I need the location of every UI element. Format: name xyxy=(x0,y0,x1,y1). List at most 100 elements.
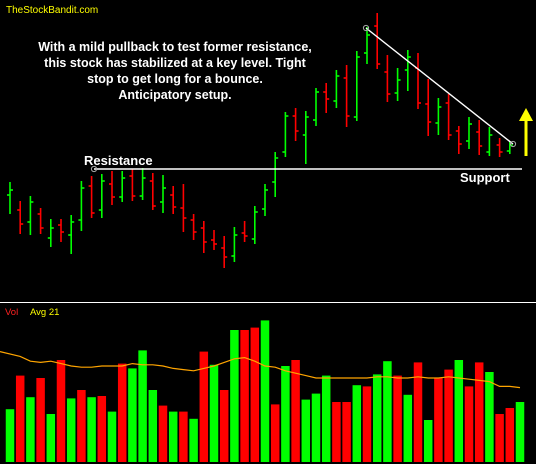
volume-bar xyxy=(209,364,219,462)
price-bar xyxy=(241,221,248,242)
resistance-label: Resistance xyxy=(84,153,153,168)
volume-bar xyxy=(36,378,45,462)
volume-bar xyxy=(372,374,382,462)
volume-bar xyxy=(413,362,423,462)
price-bar xyxy=(190,214,197,240)
volume-bar xyxy=(342,402,351,462)
volume-bar xyxy=(291,360,300,462)
price-bar xyxy=(333,70,340,108)
volume-bar xyxy=(250,327,260,462)
volume-bar xyxy=(474,362,484,462)
volume-bar xyxy=(56,360,66,462)
volume-bar xyxy=(107,411,117,462)
price-bar xyxy=(262,184,268,216)
resistance-anchor-point xyxy=(90,165,98,173)
price-bar xyxy=(170,186,177,214)
volume-bar xyxy=(87,397,96,462)
volume-bar xyxy=(240,330,249,462)
volume-bar xyxy=(311,393,321,462)
volume-average-line xyxy=(0,351,521,389)
price-bar xyxy=(486,127,493,156)
volume-bar xyxy=(260,320,270,462)
volume-bar xyxy=(383,361,392,462)
volume-bar xyxy=(454,360,464,462)
volume-bar xyxy=(301,399,311,462)
trendline-start-point xyxy=(362,24,370,32)
annotation-line: With a mild pullback to test former resi… xyxy=(38,40,312,54)
price-bar xyxy=(313,88,319,126)
price-bar xyxy=(251,206,258,244)
price-bar xyxy=(109,171,115,205)
volume-bar xyxy=(464,386,474,462)
volume-bar xyxy=(138,350,147,462)
volume-bar xyxy=(434,378,443,462)
volume-bar xyxy=(444,369,453,462)
volume-bar xyxy=(393,375,402,462)
volume-bar xyxy=(230,330,239,462)
volume-bar xyxy=(219,390,229,462)
price-bar xyxy=(37,208,44,234)
price-bar xyxy=(394,68,401,101)
annotation-text: With a mild pullback to test former resi… xyxy=(0,39,350,103)
price-bar xyxy=(180,184,187,232)
price-bar xyxy=(343,65,350,127)
volume-bar xyxy=(77,390,86,462)
volume-bar xyxy=(505,408,515,462)
volume-bar xyxy=(281,366,290,462)
price-bar xyxy=(129,169,136,201)
price-bar xyxy=(7,182,13,214)
volume-bar xyxy=(158,405,168,462)
price-bar xyxy=(415,53,421,109)
volume-bar xyxy=(117,363,127,462)
volume-bar xyxy=(332,402,341,462)
overlays xyxy=(90,24,533,173)
trendline-end-point xyxy=(509,140,517,148)
price-bar xyxy=(47,219,54,247)
volume-bar xyxy=(128,368,137,462)
volume-bar xyxy=(168,411,178,462)
price-bar xyxy=(68,215,75,254)
price-bar xyxy=(17,201,24,234)
price-bar xyxy=(78,181,85,231)
price-bar xyxy=(353,51,360,121)
volume-legend-avg: Avg 21 xyxy=(30,307,60,318)
price-bar xyxy=(211,230,217,250)
price-bar xyxy=(231,227,238,262)
price-bar xyxy=(374,13,381,69)
volume-legend-vol: Vol xyxy=(5,307,19,318)
site-watermark: TheStockBandit.com xyxy=(6,5,99,16)
price-bar xyxy=(58,219,64,242)
volume-bar xyxy=(270,404,280,462)
volume-bar xyxy=(423,420,433,462)
volume-bar xyxy=(403,394,413,462)
price-bar xyxy=(160,175,166,213)
volume-bar xyxy=(352,385,362,462)
price-bar xyxy=(27,196,34,235)
price-bar xyxy=(364,27,370,64)
volume-bar xyxy=(199,351,209,462)
price-bar xyxy=(445,94,452,140)
price-bar xyxy=(272,152,279,197)
volume-panel xyxy=(0,320,525,462)
price-bar xyxy=(282,112,289,157)
price-bar xyxy=(425,79,432,136)
volume-bar xyxy=(179,411,188,462)
price-bar xyxy=(88,176,95,218)
price-bar xyxy=(149,173,156,210)
price-bar xyxy=(476,120,483,155)
volume-bar xyxy=(515,402,525,462)
volume-bar xyxy=(362,386,372,462)
price-bar xyxy=(466,117,472,149)
volume-bar xyxy=(5,409,15,462)
volume-bar xyxy=(15,375,25,462)
volume-bar xyxy=(46,414,56,462)
volume-bar xyxy=(97,396,107,462)
down-trendline xyxy=(365,27,514,145)
price-bar xyxy=(98,174,105,218)
price-bar xyxy=(119,171,126,202)
price-bar xyxy=(455,126,462,154)
price-panel xyxy=(7,13,513,268)
price-bar xyxy=(292,108,299,141)
annotation-line: Anticipatory setup. xyxy=(118,88,232,102)
